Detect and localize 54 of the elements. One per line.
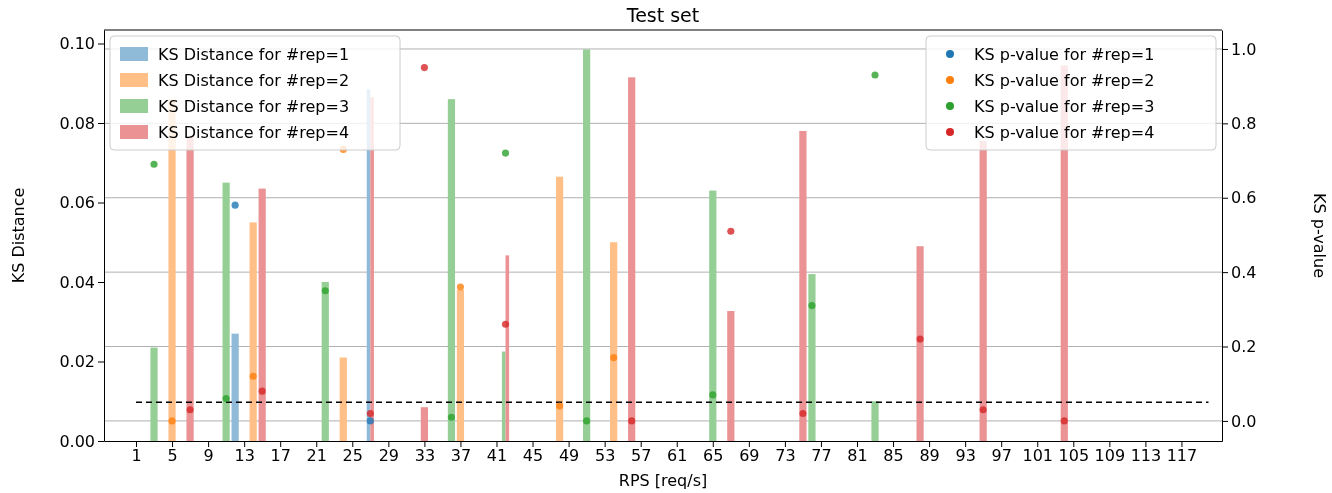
x-tick-label: 25	[342, 446, 363, 466]
x-tick-label: 109	[1094, 446, 1126, 466]
x-tick-label: 117	[1166, 446, 1198, 466]
x-tick-label: 61	[667, 446, 688, 466]
y-tick-label: 0.00	[59, 431, 95, 451]
legend-label: KS p-value for #rep=2	[974, 71, 1155, 90]
x-tick-label: 37	[450, 446, 472, 466]
x-tick-label: 45	[522, 446, 544, 466]
x-tick-label: 105	[1058, 446, 1090, 466]
y-tick-label: 0.02	[59, 352, 95, 372]
x-tick-label: 93	[955, 446, 976, 466]
x-tick-label: 77	[811, 446, 832, 466]
x-tick-label: 21	[306, 446, 327, 466]
y2-tick-label: 0.4	[1231, 262, 1257, 282]
y-tick-label: 0.06	[59, 193, 95, 213]
x-tick-label: 57	[631, 446, 652, 466]
x-tick-label: 41	[486, 446, 508, 466]
legend-label: KS Distance for #rep=3	[158, 97, 350, 116]
y-axis-title: KS Distance	[9, 187, 28, 284]
x-tick-label: 69	[739, 446, 760, 466]
chart-title: Test set	[625, 4, 700, 26]
legend-label: KS p-value for #rep=3	[974, 97, 1155, 116]
y2-axis-title: KS p-value	[1310, 193, 1329, 278]
y-tick-label: 0.10	[59, 34, 95, 54]
x-tick-label: 29	[378, 446, 400, 466]
x-tick-label: 73	[775, 446, 796, 466]
legend-label: KS p-value for #rep=1	[974, 45, 1155, 64]
x-tick-label: 1	[131, 446, 142, 466]
x-tick-label: 97	[991, 446, 1012, 466]
legend-label: KS Distance for #rep=2	[158, 71, 350, 90]
x-axis-title: RPS [req/s]	[618, 471, 708, 490]
y-tick-label: 0.08	[59, 113, 95, 133]
y2-tick-label: 0.0	[1231, 411, 1257, 431]
y2-tick-label: 1.0	[1231, 39, 1257, 59]
x-tick-label: 81	[847, 446, 868, 466]
x-tick-label: 53	[594, 446, 616, 466]
y2-tick-label: 0.8	[1231, 113, 1257, 133]
x-tick-label: 101	[1022, 446, 1054, 466]
y2-tick-label: 0.6	[1231, 188, 1257, 208]
y2-tick-label: 0.2	[1231, 337, 1257, 357]
legend-label: KS Distance for #rep=1	[158, 45, 350, 64]
x-tick-label: 17	[270, 446, 291, 466]
x-tick-label: 113	[1130, 446, 1162, 466]
x-tick-label: 33	[414, 446, 436, 466]
x-tick-label: 85	[883, 446, 904, 466]
y-tick-label: 0.04	[59, 272, 95, 292]
x-tick-label: 49	[558, 446, 580, 466]
x-tick-label: 89	[919, 446, 940, 466]
x-tick-label: 65	[703, 446, 724, 466]
x-tick-label: 5	[167, 446, 178, 466]
x-tick-label: 13	[234, 446, 255, 466]
x-tick-label: 9	[203, 446, 214, 466]
legend-label: KS Distance for #rep=4	[158, 123, 350, 142]
legend-label: KS p-value for #rep=4	[974, 123, 1155, 142]
